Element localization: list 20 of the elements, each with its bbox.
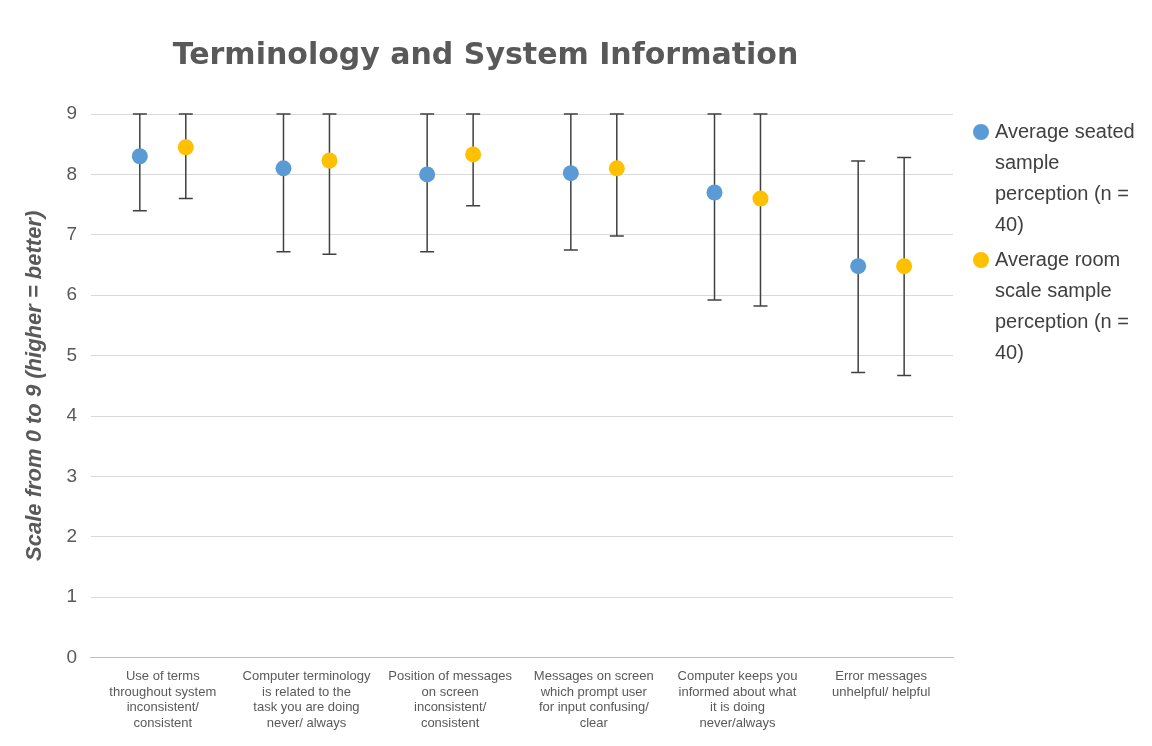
y-tick-label: 6 — [66, 283, 77, 305]
chart-title: Terminology and System Information — [172, 35, 799, 71]
y-tick-label: 1 — [66, 585, 77, 607]
y-axis-title: Scale from 0 to 9 (higher = better) — [21, 210, 47, 561]
y-tick-label: 7 — [66, 223, 77, 245]
x-tick-label: Position of messages on screen inconsistent/ consistent — [388, 667, 513, 730]
y-tick-label: 9 — [66, 102, 77, 124]
x-tick-label: Computer keeps you informed about what it is doing never/always — [677, 667, 798, 730]
y-tick-label: 8 — [66, 162, 77, 184]
legend-label: Average seated sample perception (n = 40) — [995, 119, 1135, 237]
x-tick-label: Use of terms throughout system inconsistent/ consistent — [109, 667, 217, 730]
y-tick-label: 5 — [66, 343, 77, 365]
legend-label: Average room scale sample perception (n = 40) — [995, 247, 1130, 365]
y-tick-label: 3 — [66, 464, 77, 486]
y-tick-label: 4 — [66, 404, 78, 426]
y-tick-label: 2 — [66, 525, 77, 547]
y-tick-label: 0 — [66, 645, 77, 667]
x-tick-label: Messages on screen which prompt user for input confusing/ clear — [533, 667, 654, 730]
x-tick-label: Computer terminology is related to the task you are doing never/ always — [242, 667, 371, 730]
x-tick-label: Error messages unhelpful/ helpful — [832, 667, 931, 699]
